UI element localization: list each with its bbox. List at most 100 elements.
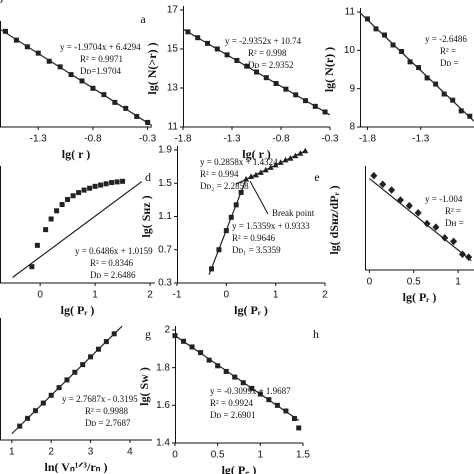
x-axis-label: lg( Pᵣ ) [61,303,95,317]
panel: -1 0 1 2 0.3 0.7 1.1 1.5 1.9 lg( Pᵣ ) lg( Sʜᴢ ) e y … [139,145,328,317]
y-axis-label: lg( N(r) ) [322,47,336,92]
point [467,113,473,119]
point [458,108,464,114]
point [120,178,126,184]
panel: -1.8 -1.3 -0.8 -0.3 11 13 15 17 lg( r ) lg( N(>r)… [0,0,339,161]
x-tick-label: -0.3 [139,134,157,145]
point [65,197,71,203]
x-axis-label: ln( Vₙ¹ᐟ³/rₙ ) [45,460,108,474]
annotation: Dᴅ₁ = 3.5359 [232,245,281,255]
y-tick-label: 9 [349,83,355,94]
point [379,180,387,189]
annotation: y = 0.6486x + 1.0159 [75,246,153,256]
annotation: y = -0.3099x + 1.9687 [210,386,291,396]
fit-line [182,28,331,116]
x-tick-label: 0 [37,290,43,301]
point [59,202,65,208]
x-axis-label: lg( r ) [62,147,90,161]
point [70,193,76,199]
y-axis-label: lg( Sʜᴢ ) [139,195,153,237]
x-axis-label: lg( r ) [242,147,270,161]
y-tick-label: 1.4 [156,438,170,449]
x-tick-label: -0.8 [84,134,102,145]
point [103,181,109,187]
point [114,179,120,185]
x-tick-label: 1.5 [296,450,310,461]
annotation: Dʜ = [445,218,464,228]
point [423,219,431,228]
x-axis-label: lg( P꜀ ) [222,463,257,474]
y-tick-label: 1.1 [158,211,172,222]
x-tick-label: 2 [48,447,54,458]
fit-line [0,28,153,127]
x-tick-label: -0.8 [272,134,290,145]
point [215,363,221,369]
y-tick-label: 0.7 [158,244,172,255]
annotation: Dᴅ = 2.6901 [210,410,256,420]
y-tick-label: 1.6 [156,400,170,411]
x-tick-label: 1 [455,277,461,288]
point [48,216,54,222]
x-axis-label: lg( Pᵣ ) [234,303,268,317]
panel: -1.8 -1.3 8 9 10 11 lg( N(r) ) y = -2.6486 R² = D… [322,7,474,145]
y-tick-label: 15 [167,44,179,55]
point [465,253,473,261]
point [424,75,430,81]
y-tick-label: 1.8 [156,362,170,373]
y-tick-label: 8 [349,122,355,133]
panel-label: e [314,170,319,184]
x-tick-label: -1.3 [30,134,48,145]
annotation: R² = 0.9646 [232,233,276,243]
x-tick-label: -1.3 [223,134,241,145]
point [450,237,458,246]
x-tick-label: -1.3 [412,134,430,145]
annotation: y = -2.9352x + 10.74 [225,36,302,46]
x-tick-label: -0.3 [321,134,339,145]
annotation: R² = 0.8346 [90,258,134,268]
fit-line [174,335,300,421]
annotation: Dᴅ=1.9704 [80,66,122,76]
x-tick-label: -1 [173,290,182,301]
y-axis-label: lg( N(>r) ) [145,42,159,94]
panel: 0 0.5 1 lg( Pᵣ ) lg( dSʜᴢ/dPᵣ ) y = -1.004 R² … [327,166,474,304]
point [109,180,115,186]
point [54,208,60,214]
x-tick-label: -1.8 [359,134,377,145]
y-tick-label: 11 [345,7,356,18]
panel-label: b [0,0,3,6]
annotation: Break point [272,208,315,218]
panel: -1.3 -0.8 -0.3 lg( r ) a y = -1.9704x + 6.429… [0,12,157,161]
arrow [249,180,269,215]
x-tick-label: 2 [147,290,153,301]
y-tick-label: 17 [167,5,179,16]
annotation: Dᴅ = 2.7687 [85,418,131,428]
y-tick-label: 1.9 [158,145,172,156]
annotation: R² = [445,206,461,216]
annotation: R² = [440,46,456,56]
panel-label: a [140,12,146,26]
point [81,187,87,193]
annotation: y = 0.2858x + 1.4324 [200,157,278,167]
annotation: R² = 0.998 [248,48,287,58]
fit-line [208,178,247,275]
point [206,357,212,363]
x-tick-label: 1 [9,447,15,458]
point [98,182,104,188]
point [414,209,422,217]
panel-label: g [145,327,151,341]
point [76,190,82,196]
x-tick-label: 0 [367,277,373,288]
x-tick-label: 0 [224,290,230,301]
y-tick-label: 13 [167,83,179,94]
fit-line [359,12,474,122]
x-tick-label: 3 [88,447,94,458]
annotation: R² = 0.9924 [210,398,254,408]
x-tick-label: 0.5 [211,450,225,461]
point [370,171,378,180]
point [296,425,302,431]
point [405,201,413,210]
x-tick-label: -1.8 [174,134,192,145]
panel: 1 2 3 4 ln( Vₙ¹ᐟ³/rₙ ) g y = 2.7687x - 0.3195 R… [0,318,152,474]
annotation: y = -2.6486 [425,34,467,44]
annotation: y = 1.5359x + 0.9333 [232,221,310,231]
